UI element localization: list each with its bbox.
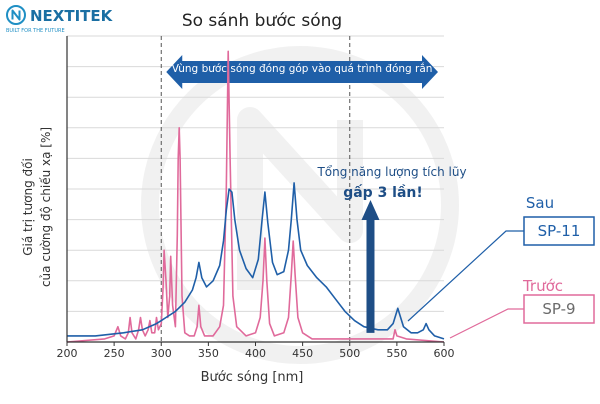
brand-name: NEXTITEK [30,7,114,25]
x-tick-label: 550 [386,347,407,360]
x-axis-ticks: 200 250 300 350 400 450 500 550 600 [57,342,455,360]
legend-truoc: Trước SP-9 [449,277,595,339]
x-tick-label: 350 [198,347,219,360]
x-tick-label: 500 [339,347,360,360]
annotation-line-1: Tổng năng lượng tích lũy [316,165,466,179]
band-arrow: Vùng bước sóng đóng góp vào quá trình đó… [166,55,438,89]
legend-model-truoc: SP-9 [542,300,575,318]
x-tick-label: 200 [57,347,78,360]
x-axis-label: Bước sóng [nm] [201,370,304,385]
legend-sau: Sau SP-11 [407,194,595,322]
chart-title: So sánh bước sóng [182,11,342,31]
legend-leader-truoc [449,308,524,339]
legend-label-truoc: Trước [522,277,563,295]
legend-leader-sau [407,230,524,322]
brand-logo-icon [6,5,26,25]
y-axis-label-line-1: Giá trị tương đối [21,158,35,256]
brand-tagline: BUILT FOR THE FUTURE [6,28,65,34]
nextitek-watermark-logo [141,46,459,364]
band-boundaries [160,36,351,342]
x-tick-label: 250 [104,347,125,360]
legend-model-sau: SP-11 [538,222,581,240]
series-line-truoc [66,50,445,343]
energy-annotation: Tổng năng lượng tích lũy gấp 3 lần! [316,165,467,333]
x-tick-label: 450 [292,347,313,360]
legend-box-sau [523,216,595,246]
y-axis-label-line-2: của cường độ chiếu xạ [%] [39,127,53,287]
x-tick-label: 300 [151,347,172,360]
brand-logo: NEXTITEK BUILT FOR THE FUTURE [6,5,114,34]
annotation-line-2: gấp 3 lần! [343,184,423,201]
series-line-sau [67,182,445,340]
legend-label-sau: Sau [526,194,554,212]
up-arrow-icon [361,200,380,333]
band-label: Vùng bước sóng đóng góp vào quá trình đó… [172,62,433,75]
x-tick-label: 600 [434,347,455,360]
x-tick-label: 400 [245,347,266,360]
